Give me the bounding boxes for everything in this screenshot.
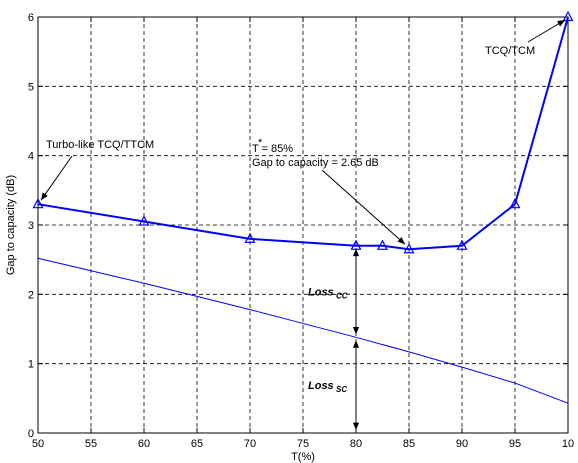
- x-tick-label: 85: [403, 438, 415, 450]
- data-point-marker: [138, 215, 150, 226]
- annotation-tcm: TCQ/TCM: [485, 45, 535, 57]
- data-point-marker: [244, 232, 256, 243]
- arrow-optimum: [321, 169, 406, 245]
- x-tick-label: 50: [32, 438, 44, 450]
- x-tick-label: 60: [138, 438, 150, 450]
- arrow-optimum-head: [397, 237, 405, 245]
- loss-sc-head-top: [352, 340, 360, 348]
- loss-sc-label: Loss: [308, 380, 334, 392]
- series-line-2: [37, 257, 569, 404]
- data-point-marker: [509, 197, 521, 209]
- x-tick-label: 80: [350, 438, 362, 450]
- annotation-optimum-star: *: [258, 137, 263, 149]
- loss-sc-subscript: SC: [336, 385, 347, 394]
- y-tick-label: 6: [28, 12, 34, 24]
- x-tick-label: 75: [297, 438, 309, 450]
- x-tick-label: 55: [85, 438, 97, 450]
- loss-cc-head-bottom: [352, 326, 360, 335]
- loss-cc-head-top: [352, 248, 360, 257]
- data-point-marker: [456, 239, 468, 250]
- annotation-optimum-t: T = 85%: [252, 143, 293, 155]
- y-tick-label: 4: [28, 151, 34, 163]
- y-tick-label: 1: [28, 359, 34, 371]
- loss-cc-subscript: CC: [336, 292, 348, 301]
- x-tick-label: 90: [456, 438, 468, 450]
- loss-sc-head-bottom: [352, 422, 360, 430]
- annotation-optimum-gap: Gap to capacity = 2.65 dB: [252, 157, 379, 169]
- loss-cc-label: Loss: [308, 287, 334, 299]
- arrow-ttcm: [40, 155, 73, 201]
- annotation-ttcm: Turbo-like TCQ/TTCM: [46, 139, 154, 151]
- x-tick-label: 95: [509, 438, 521, 450]
- annotations-layer: Turbo-like TCQ/TTCM TCQ/TCM T = 85%* Gap to…: [40, 19, 566, 430]
- x-tick-label: 65: [191, 438, 203, 450]
- data-point-marker: [562, 10, 574, 22]
- arrow-tcm-head: [557, 20, 565, 27]
- arrow-ttcm-head: [41, 192, 48, 201]
- series-layer: [32, 10, 574, 404]
- series-line-1: [37, 16, 569, 251]
- data-point-marker: [377, 239, 388, 250]
- y-tick-label: 2: [28, 289, 34, 301]
- y-tick-label: 3: [28, 220, 34, 232]
- x-tick-label: 10: [562, 438, 574, 450]
- y-axis-label: Gap to capacity (dB): [5, 175, 17, 275]
- data-point-marker: [403, 242, 415, 254]
- data-point-marker: [32, 197, 44, 209]
- x-tick-label: 70: [244, 438, 256, 450]
- y-tick-label: 0: [28, 428, 34, 440]
- x-axis-label: T(%): [291, 451, 315, 463]
- y-tick-label: 5: [28, 81, 34, 93]
